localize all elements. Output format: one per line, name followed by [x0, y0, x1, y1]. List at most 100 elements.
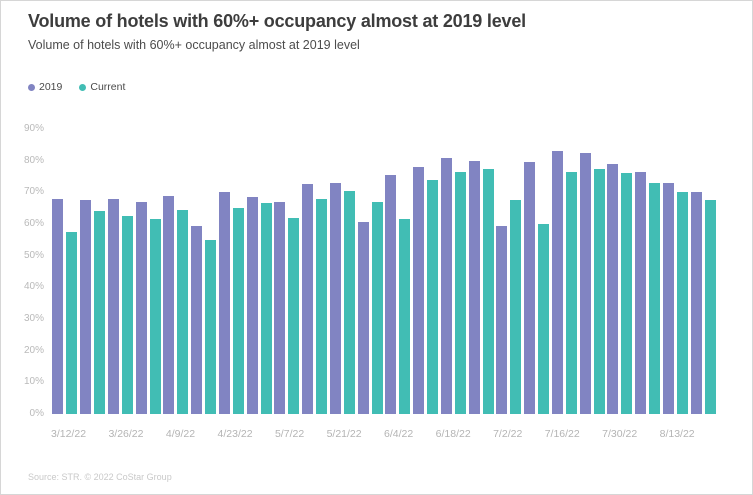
bar-current-4/2/22[interactable]: [149, 219, 161, 414]
bar-group: [606, 129, 634, 414]
bar-current-8/13/22[interactable]: [676, 192, 688, 414]
x-tick-label: 7/30/22: [602, 428, 638, 440]
y-tick-label: 20%: [23, 344, 44, 356]
bar-2019-5/14/22[interactable]: [302, 184, 314, 414]
legend-label: 2019: [39, 81, 63, 93]
bar-2019-5/7/22[interactable]: [274, 201, 286, 414]
y-tick-label: 40%: [23, 281, 44, 293]
bar-2019-7/16/22[interactable]: [551, 151, 563, 414]
legend-dot-icon: [79, 83, 87, 91]
bar-group: [384, 129, 412, 414]
bar-current-7/9/22[interactable]: [538, 224, 550, 414]
bar-2019-6/4/22[interactable]: [385, 174, 397, 414]
legend-item-2019[interactable]: 2019: [28, 81, 62, 93]
bar-group: [578, 129, 606, 414]
bar-group: [329, 129, 357, 414]
bar-current-7/2/22[interactable]: [510, 200, 522, 414]
bar-group: [689, 129, 717, 414]
bar-current-7/16/22[interactable]: [565, 171, 577, 414]
x-tick-cell: [144, 428, 166, 440]
bar-group: [162, 129, 190, 414]
x-tick-cell: [195, 428, 217, 440]
bar-2019-4/2/22[interactable]: [135, 201, 147, 414]
bar-current-8/6/22[interactable]: [649, 182, 661, 414]
bar-current-3/26/22[interactable]: [121, 216, 133, 414]
x-tick-cell: 8/13/22: [660, 428, 695, 440]
bar-current-4/23/22[interactable]: [232, 208, 244, 414]
bar-current-5/7/22[interactable]: [288, 217, 300, 414]
bar-group: [245, 129, 273, 414]
bar-2019-8/20/22[interactable]: [690, 192, 702, 414]
bar-2019-5/21/22[interactable]: [329, 182, 341, 414]
bar-2019-8/13/22[interactable]: [662, 182, 674, 414]
x-tick-label: 7/16/22: [544, 428, 580, 440]
bar-2019-6/11/22[interactable]: [413, 167, 425, 414]
bar-2019-7/2/22[interactable]: [496, 225, 508, 414]
bar-current-5/28/22[interactable]: [371, 201, 383, 414]
bar-2019-6/18/22[interactable]: [440, 157, 452, 414]
x-tick-cell: [413, 428, 435, 440]
bar-2019-7/23/22[interactable]: [579, 152, 591, 414]
bar-current-7/30/22[interactable]: [621, 173, 633, 414]
bar-group: [190, 129, 218, 414]
bar-current-6/4/22[interactable]: [399, 219, 411, 414]
bar-2019-3/12/22[interactable]: [52, 198, 64, 414]
x-tick-cell: 3/26/22: [108, 428, 143, 440]
bar-current-5/14/22[interactable]: [316, 198, 328, 414]
bar-current-4/9/22[interactable]: [177, 209, 189, 414]
bar-current-8/20/22[interactable]: [704, 200, 716, 414]
x-tick-cell: [695, 428, 717, 440]
x-tick-label: 3/26/22: [108, 428, 144, 440]
bar-current-4/16/22[interactable]: [205, 239, 217, 414]
bar-2019-3/19/22[interactable]: [80, 200, 92, 414]
x-tick-label: 5/21/22: [326, 428, 362, 440]
bar-current-7/23/22[interactable]: [593, 168, 605, 414]
bar-2019-4/16/22[interactable]: [191, 225, 203, 414]
y-tick-label: 60%: [23, 218, 44, 229]
x-tick-cell: 7/2/22: [493, 428, 522, 440]
bar-group: [412, 129, 440, 414]
x-tick-label: 4/9/22: [165, 428, 196, 440]
bar-group: [440, 129, 468, 414]
x-tick-cell: 4/23/22: [218, 428, 253, 440]
bar-group: [301, 129, 329, 414]
x-tick-cell: [580, 428, 602, 440]
x-tick-label: 6/4/22: [384, 428, 414, 440]
bar-2019-3/26/22[interactable]: [107, 198, 119, 414]
bar-2019-4/23/22[interactable]: [218, 192, 230, 414]
bar-group: [467, 129, 495, 414]
bar-current-3/12/22[interactable]: [66, 231, 78, 414]
bar-2019-4/9/22[interactable]: [163, 195, 175, 414]
legend-item-current[interactable]: Current: [79, 81, 125, 93]
x-tick-cell: [253, 428, 275, 440]
y-tick-label: 10%: [23, 376, 44, 388]
bar-current-6/11/22[interactable]: [427, 179, 439, 414]
bar-2019-7/9/22[interactable]: [524, 162, 536, 414]
bar-2019-4/30/22[interactable]: [246, 197, 258, 414]
bar-2019-5/28/22[interactable]: [357, 222, 369, 414]
bar-group: [134, 129, 162, 414]
chart-subtitle: Volume of hotels with 60%+ occupancy alm…: [28, 38, 360, 52]
legend-label: Current: [90, 81, 126, 93]
bar-current-6/18/22[interactable]: [454, 171, 466, 414]
bar-2019-6/25/22[interactable]: [468, 160, 480, 414]
x-tick-cell: [304, 428, 326, 440]
bar-current-6/25/22[interactable]: [482, 168, 494, 414]
bar-group: [495, 129, 523, 414]
bar-current-5/21/22[interactable]: [343, 190, 355, 414]
y-tick-label: 90%: [23, 123, 44, 134]
x-tick-cell: 5/7/22: [275, 428, 304, 440]
x-tick-cell: [522, 428, 544, 440]
x-tick-cell: 7/16/22: [545, 428, 580, 440]
x-tick-cell: 6/18/22: [436, 428, 471, 440]
bar-group: [273, 129, 301, 414]
y-tick-label: 0%: [29, 408, 44, 419]
bar-2019-8/6/22[interactable]: [635, 171, 647, 414]
bar-current-3/19/22[interactable]: [94, 211, 106, 414]
page-title: Volume of hotels with 60%+ occupancy alm…: [28, 11, 526, 31]
bar-current-4/30/22[interactable]: [260, 203, 272, 414]
bar-2019-7/30/22[interactable]: [607, 163, 619, 414]
x-tick-label: 6/18/22: [435, 428, 471, 440]
x-tick-label: 4/23/22: [217, 428, 253, 440]
